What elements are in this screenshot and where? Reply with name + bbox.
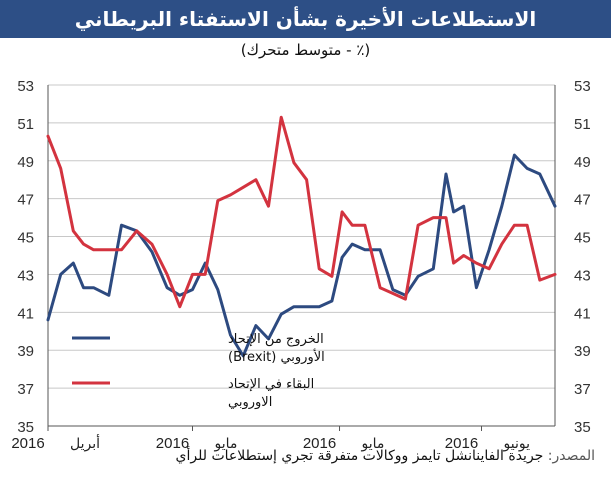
y-tick-label-right: 35 xyxy=(574,419,591,436)
y-tick-label-left: 39 xyxy=(17,343,34,360)
y-tick-label-right: 43 xyxy=(574,267,591,284)
source-text: جريدة الفاينانشل تايمز ووكالات متفرقة تج… xyxy=(175,448,544,464)
y-tick-label-right: 39 xyxy=(574,343,591,360)
y-tick-label-right: 45 xyxy=(574,230,591,247)
y-tick-label-right: 51 xyxy=(574,116,591,133)
chart-subtitle: (٪ - متوسط متحرك) xyxy=(240,41,371,59)
x-tick-year: 2016 xyxy=(156,435,189,452)
y-tick-label-left: 49 xyxy=(17,154,34,171)
y-tick-label-left: 37 xyxy=(17,381,34,398)
chart-title: الاستطلاعات الأخيرة بشأن الاستفتاء البري… xyxy=(74,7,537,31)
y-tick-label-right: 37 xyxy=(574,381,591,398)
x-tick-month: يونيو xyxy=(502,436,530,452)
x-tick-year: 2016 xyxy=(303,435,336,452)
y-tick-label-left: 53 xyxy=(17,78,34,95)
series-line-leave xyxy=(46,153,557,358)
y-tick-label-right: 47 xyxy=(574,192,591,209)
x-tick-year: 2016 xyxy=(445,435,478,452)
y-tick-label-left: 51 xyxy=(17,116,34,133)
y-tick-label-left: 47 xyxy=(17,192,34,209)
y-tick-label-left: 35 xyxy=(17,419,34,436)
y-tick-label-right: 41 xyxy=(574,305,591,322)
title-bar xyxy=(0,0,611,38)
source-label: المصدر: xyxy=(547,448,595,464)
x-tick-month: مايو xyxy=(361,436,385,452)
y-tick-label-right: 53 xyxy=(574,78,591,95)
x-tick-month: أبريل xyxy=(70,434,100,452)
legend-label-leave: الخروج من الإتحاد الأوروبي (Brexit) xyxy=(228,332,325,365)
legend-label-remain: البقاء في الإتحاد الاوروبي xyxy=(228,377,314,410)
y-tick-label-left: 41 xyxy=(17,305,34,322)
source-note: المصدر: جريدة الفاينانشل تايمز ووكالات م… xyxy=(176,448,595,464)
y-tick-label-left: 43 xyxy=(17,267,34,284)
y-tick-label-right: 49 xyxy=(574,154,591,171)
y-tick-label-left: 45 xyxy=(17,230,34,247)
x-tick-year: 2016 xyxy=(11,435,44,452)
x-tick-month: مايو xyxy=(213,436,237,452)
series-line-remain xyxy=(46,115,557,309)
